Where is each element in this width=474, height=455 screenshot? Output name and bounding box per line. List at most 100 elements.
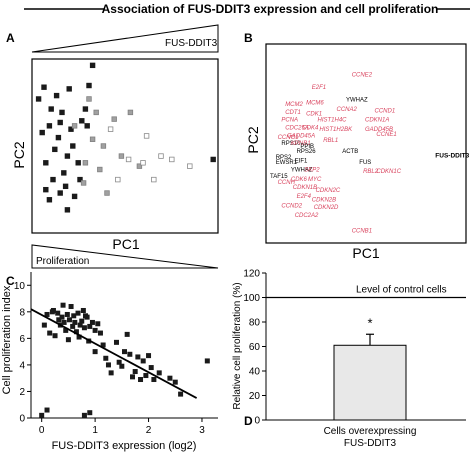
panel-a-point bbox=[70, 143, 76, 149]
panel-a-point bbox=[61, 170, 67, 176]
gene-label: MCM2 bbox=[285, 102, 303, 108]
panel-c-point bbox=[148, 365, 154, 371]
panel-a-point bbox=[107, 126, 114, 132]
panel-a-point bbox=[89, 136, 96, 142]
panel-a-point bbox=[82, 160, 89, 166]
panel-a-point bbox=[82, 106, 89, 112]
panel-c-point bbox=[132, 369, 138, 375]
panel-c-point bbox=[103, 355, 109, 361]
gene-label: CDKN1A bbox=[365, 118, 389, 124]
panel-b-gene-labels: CCNE2 E2F1 YWHAZ MCM2 MCM6 CCNA2 CDT1 CDK1 CCND1… bbox=[270, 72, 470, 234]
panel-a-point bbox=[71, 123, 78, 129]
panel-c-point bbox=[130, 374, 136, 380]
panel-a-point bbox=[125, 156, 132, 163]
panel-c-point bbox=[81, 412, 87, 418]
panel-a-point bbox=[46, 197, 53, 203]
panel-c-xtick-label: 3 bbox=[199, 425, 205, 436]
gene-label: E2F1 bbox=[312, 85, 326, 91]
panel-a-point bbox=[118, 153, 125, 159]
panel-a-point bbox=[75, 160, 81, 166]
gene-label: PPIB bbox=[300, 144, 314, 150]
panel-c-point bbox=[75, 310, 81, 316]
panel-c-point bbox=[143, 373, 149, 379]
panel-a-point bbox=[210, 156, 216, 163]
panel-a-point bbox=[52, 146, 58, 153]
gene-label: CDK6 bbox=[291, 177, 308, 183]
panel-c-point bbox=[140, 358, 146, 364]
significance-star: * bbox=[367, 315, 372, 330]
panel-c-point bbox=[146, 353, 152, 359]
panel-c-point bbox=[89, 319, 95, 325]
gene-label: FUS-DDIT3 bbox=[435, 153, 469, 160]
panel-c-point bbox=[113, 339, 119, 345]
gene-label: CDK1 bbox=[306, 111, 322, 117]
control-level-label: Level of control cells bbox=[356, 285, 447, 296]
panel-c-point bbox=[80, 307, 86, 313]
panel-c-point bbox=[116, 359, 122, 365]
panel-c-trendline bbox=[30, 308, 198, 399]
panel-a-xlabel: PC1 bbox=[112, 236, 139, 252]
panel-a-point bbox=[86, 82, 92, 89]
gene-label: CCNE2 bbox=[352, 72, 373, 78]
panel-d-ytick-label: 120 bbox=[243, 269, 260, 280]
gene-label: CCNB1 bbox=[352, 228, 372, 234]
panel-c-point bbox=[135, 354, 141, 360]
panel-a-point bbox=[86, 96, 92, 102]
panel-c-ylabel: Cell proliferation index bbox=[1, 285, 13, 394]
proliferation-wedge-label: Proliferation bbox=[36, 256, 89, 267]
panel-d-ytick-label: 80 bbox=[249, 318, 261, 329]
panel-a-point bbox=[169, 156, 175, 163]
panel-c-point bbox=[60, 302, 66, 308]
panel-c-point bbox=[124, 331, 130, 337]
gene-label: CDKN2C bbox=[316, 188, 341, 194]
panel-c-point bbox=[84, 314, 90, 320]
gene-label: TAF15 bbox=[270, 174, 288, 180]
panel-a-point bbox=[158, 153, 164, 159]
panel-c-point bbox=[47, 330, 53, 336]
panel-a-point bbox=[97, 166, 103, 173]
panel-c-point bbox=[65, 337, 71, 343]
panel-a-point bbox=[35, 96, 42, 102]
gene-label: HIST1H2BK bbox=[319, 127, 353, 133]
panel-a-point bbox=[55, 134, 62, 141]
gene-label: FUS bbox=[359, 160, 371, 166]
panel-a-point bbox=[136, 163, 143, 169]
panel-a: A FUS-DDIT3 PC2 PC1 Proliferation bbox=[6, 24, 219, 269]
panel-c-point bbox=[178, 391, 184, 397]
panel-a-point bbox=[89, 62, 96, 69]
panel-a-point bbox=[111, 116, 117, 122]
panel-c-xtick-label: 1 bbox=[92, 425, 98, 436]
figure-title: Association of FUS-DDIT3 expression and … bbox=[102, 2, 439, 16]
panel-d-ytick-label: 20 bbox=[249, 391, 261, 402]
gene-label: EWSR1 bbox=[276, 160, 298, 166]
panel-c: C 0 1 2 3 0 2 4 6 8 10 Cell proliferation index F… bbox=[1, 272, 218, 452]
panel-c-point bbox=[77, 322, 83, 328]
gene-label: ACTB bbox=[342, 149, 358, 155]
gene-label: CCNH bbox=[278, 180, 296, 186]
panel-c-point bbox=[44, 407, 50, 413]
panel-c-point bbox=[108, 370, 114, 376]
panel-c-letter: C bbox=[6, 274, 15, 288]
panel-c-point bbox=[41, 322, 47, 328]
panel-a-point bbox=[68, 126, 74, 132]
panel-d: D 0 20 40 60 80 100 120 Level of control cells… bbox=[232, 269, 466, 449]
panel-c-point bbox=[97, 330, 103, 336]
panel-c-point bbox=[138, 377, 144, 383]
panel-a-point bbox=[100, 143, 107, 149]
panel-a-point bbox=[39, 129, 45, 136]
panel-c-point bbox=[151, 377, 157, 383]
panel-c-point bbox=[68, 304, 74, 310]
panel-c-point bbox=[172, 379, 178, 385]
panel-c-point bbox=[105, 362, 111, 368]
gene-label: CDKN2D bbox=[314, 205, 339, 211]
panel-c-point bbox=[73, 329, 79, 335]
panel-a-point bbox=[66, 86, 72, 92]
panel-c-point bbox=[100, 342, 106, 348]
panel-a-point bbox=[77, 176, 83, 183]
panel-a-point bbox=[48, 106, 54, 112]
panel-a-point bbox=[80, 180, 87, 186]
panel-c-point bbox=[76, 334, 82, 340]
gene-label: RPS10 bbox=[281, 141, 301, 147]
